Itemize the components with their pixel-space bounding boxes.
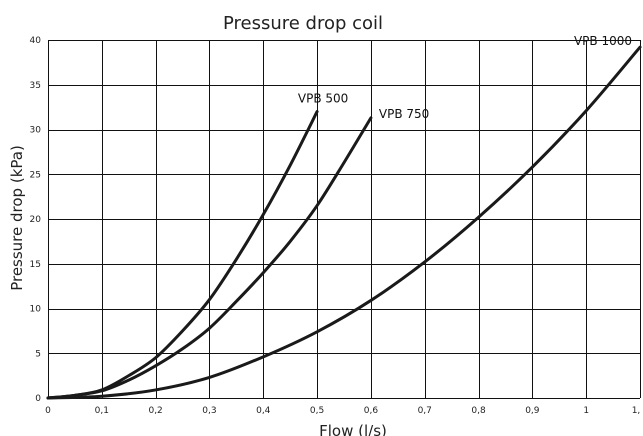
- x-tick-label: 0,9: [525, 406, 540, 416]
- y-tick-label: 0: [35, 394, 41, 404]
- y-tick-label: 5: [35, 349, 41, 359]
- y-tick-label: 15: [30, 260, 41, 270]
- x-tick-label: 0,1: [95, 406, 109, 416]
- y-tick-label: 25: [30, 170, 41, 180]
- x-tick-label: 0,7: [418, 406, 432, 416]
- x-tick-label: 0,5: [310, 406, 324, 416]
- y-tick-label: 30: [30, 126, 42, 136]
- chart-title: Pressure drop coil: [223, 13, 383, 34]
- x-tick-label: 0,8: [471, 406, 486, 416]
- y-tick-labels: 0 5 10 15 20 25 30 35 40: [30, 36, 42, 404]
- x-tick-labels: 0 0,1 0,2 0,3 0,4 0,5 0,6 0,7 0,8 0,9 1 1,: [45, 406, 640, 416]
- y-tick-label: 40: [30, 36, 42, 46]
- x-tick-label: 0,2: [148, 406, 162, 416]
- series-line-vpb-750: [46, 116, 373, 400]
- grid-lines: [48, 40, 641, 399]
- series-label-vpb-500: VPB 500: [298, 92, 348, 106]
- series-label-vpb-750: VPB 750: [379, 107, 429, 121]
- x-axis-label: Flow (l/s): [319, 422, 387, 436]
- y-tick-label: 35: [30, 81, 41, 91]
- x-tick-label: 1: [583, 406, 589, 416]
- series-line-vpb-1000: [46, 45, 642, 400]
- x-tick-label: 0: [45, 406, 51, 416]
- x-tick-label: 0,3: [202, 406, 216, 416]
- y-axis-label: Pressure drop (kPa): [8, 145, 26, 291]
- series-lines: [46, 45, 642, 400]
- series-line-vpb-500: [46, 110, 319, 400]
- y-tick-label: 20: [30, 215, 42, 225]
- x-tick-label: 1,: [632, 406, 641, 416]
- x-tick-label: 0,4: [256, 406, 271, 416]
- series-label-vpb-1000: VPB 1000: [574, 34, 632, 48]
- series-labels: VPB 500 VPB 750 VPB 1000: [298, 34, 632, 121]
- x-tick-label: 0,6: [364, 406, 379, 416]
- y-tick-label: 10: [30, 305, 42, 315]
